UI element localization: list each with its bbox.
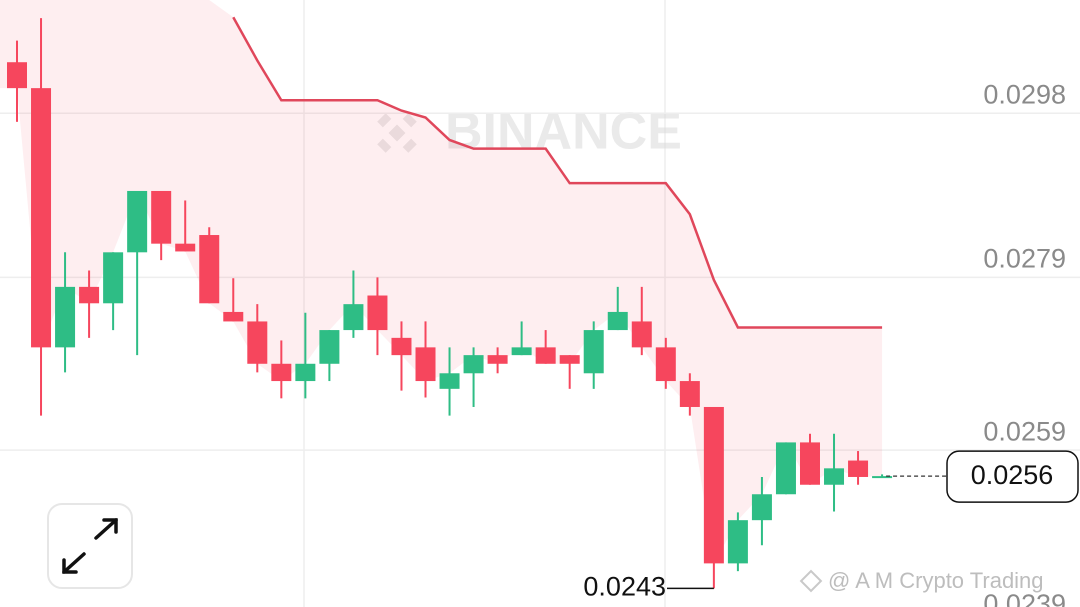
credit-text: @ A M Crypto Trading bbox=[828, 568, 1044, 593]
candle bbox=[487, 347, 508, 374]
button-frame[interactable] bbox=[47, 503, 133, 589]
candle-body bbox=[343, 304, 364, 331]
candle bbox=[535, 330, 556, 364]
candle bbox=[848, 451, 869, 485]
candle-body bbox=[151, 190, 172, 244]
candle-body bbox=[319, 330, 340, 364]
candle bbox=[343, 270, 364, 338]
candle-body bbox=[247, 321, 268, 364]
candle-body bbox=[824, 468, 845, 485]
candle-body bbox=[463, 355, 484, 374]
candle-body bbox=[559, 355, 580, 364]
candle bbox=[199, 227, 220, 304]
trend-fill bbox=[0, 0, 883, 564]
candle-body bbox=[223, 311, 244, 322]
candle-body bbox=[175, 243, 196, 252]
candle bbox=[799, 433, 820, 485]
grid bbox=[0, 112, 1080, 451]
candle bbox=[655, 337, 676, 389]
candle-body bbox=[607, 311, 628, 331]
candle-body bbox=[439, 373, 460, 389]
candle bbox=[79, 270, 100, 338]
candle bbox=[631, 286, 652, 356]
candle-body bbox=[727, 520, 748, 564]
candle-body bbox=[872, 476, 893, 479]
candle bbox=[679, 373, 700, 416]
candle-body bbox=[79, 286, 100, 304]
candle bbox=[583, 321, 604, 389]
candle-body bbox=[7, 62, 27, 89]
candle-body bbox=[55, 286, 76, 348]
y-tick-label: 0.0298 bbox=[983, 79, 1066, 109]
candle bbox=[103, 252, 124, 331]
candle bbox=[511, 321, 532, 356]
candle bbox=[607, 286, 628, 331]
candle-body bbox=[487, 355, 508, 364]
candle bbox=[824, 433, 845, 512]
candle bbox=[751, 476, 772, 546]
candle-body bbox=[415, 347, 436, 382]
candle bbox=[247, 304, 268, 373]
candle bbox=[391, 321, 412, 391]
candle bbox=[31, 18, 52, 416]
y-tick-label: 0.0279 bbox=[983, 243, 1066, 273]
candle-body bbox=[127, 190, 148, 253]
candle bbox=[127, 190, 148, 356]
candle bbox=[151, 190, 172, 261]
candle bbox=[7, 40, 27, 122]
candle bbox=[175, 200, 196, 252]
y-tick-label: 0.0259 bbox=[983, 416, 1066, 446]
supertrend-line bbox=[232, 16, 883, 329]
expand-icon bbox=[62, 518, 118, 574]
candle-body bbox=[848, 460, 869, 477]
candle-body bbox=[295, 363, 316, 382]
candle-body bbox=[655, 347, 676, 382]
watermark-text: BINANCE bbox=[445, 103, 682, 161]
candle-body bbox=[703, 406, 724, 564]
candle-body bbox=[679, 381, 700, 407]
candle bbox=[703, 406, 724, 589]
candle-body bbox=[31, 88, 52, 348]
candle bbox=[559, 355, 580, 389]
candle-body bbox=[583, 330, 604, 374]
watermark: BINANCE bbox=[377, 103, 682, 161]
candle bbox=[872, 474, 893, 479]
candle bbox=[439, 347, 460, 416]
candle-body bbox=[391, 337, 412, 356]
candle-body bbox=[535, 347, 556, 364]
candle bbox=[319, 330, 340, 382]
candle-body bbox=[799, 442, 820, 485]
candle bbox=[55, 252, 76, 373]
candle bbox=[271, 340, 292, 399]
price-box bbox=[946, 450, 1079, 503]
candle-body bbox=[631, 321, 652, 348]
candle bbox=[727, 512, 748, 572]
candle-body bbox=[751, 494, 772, 521]
price-label: 0.0256 bbox=[971, 460, 1054, 490]
credit-logo bbox=[799, 569, 823, 593]
candle-body bbox=[199, 235, 220, 304]
candle-body bbox=[511, 347, 532, 356]
candle bbox=[775, 442, 796, 495]
y-tick-label: 0.0239 bbox=[983, 589, 1066, 607]
candle-body bbox=[775, 442, 796, 495]
credit: @ A M Crypto Trading bbox=[799, 568, 1044, 593]
candle bbox=[415, 321, 436, 398]
candle bbox=[367, 277, 388, 356]
candles bbox=[7, 18, 893, 589]
candle bbox=[295, 312, 316, 399]
low-label: 0.0243 bbox=[583, 572, 666, 602]
expand-button[interactable] bbox=[47, 503, 133, 589]
candle bbox=[463, 347, 484, 407]
candle bbox=[223, 278, 244, 322]
candle-body bbox=[103, 252, 124, 304]
candle-body bbox=[271, 363, 292, 382]
candle-body bbox=[367, 295, 388, 331]
